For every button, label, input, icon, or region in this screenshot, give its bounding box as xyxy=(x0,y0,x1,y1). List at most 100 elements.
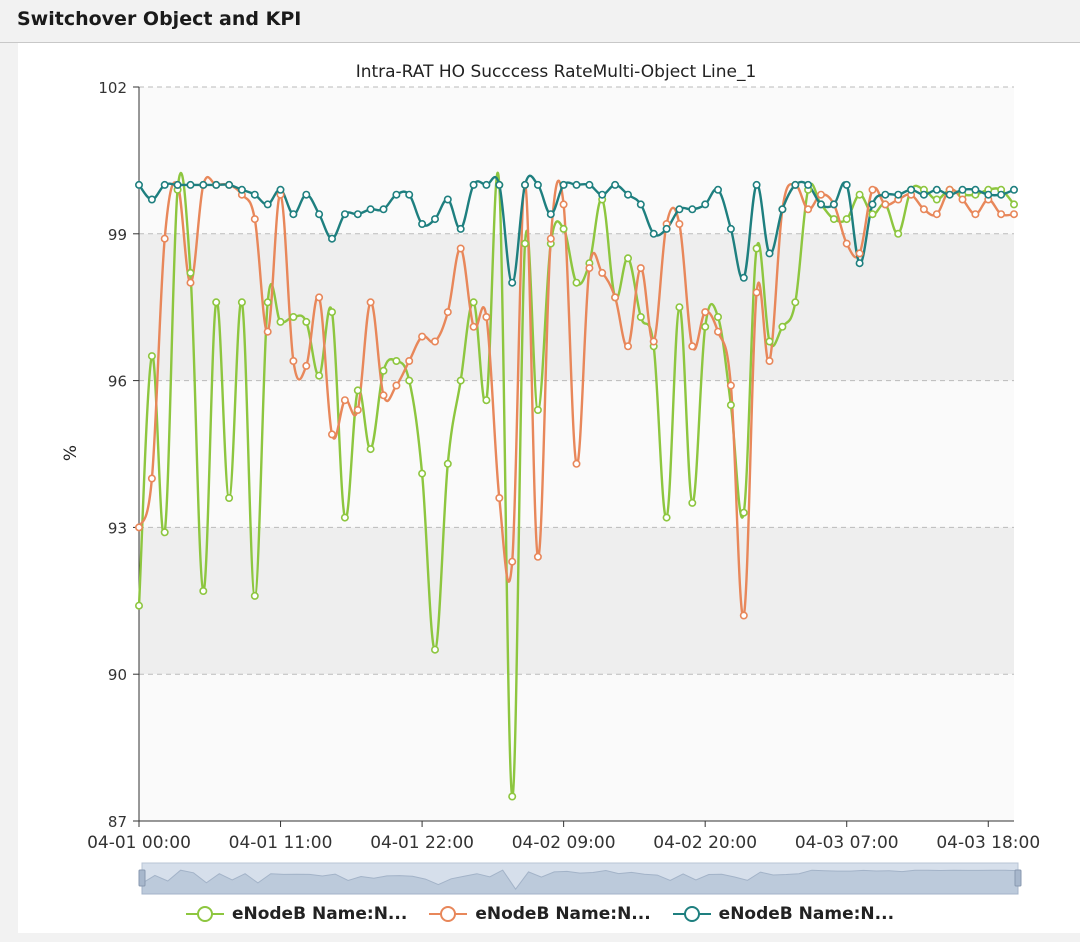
data-point[interactable] xyxy=(405,356,414,365)
data-point[interactable] xyxy=(752,288,761,297)
data-point[interactable] xyxy=(894,190,903,199)
data-point[interactable] xyxy=(675,220,684,229)
data-point[interactable] xyxy=(1009,185,1018,194)
data-point[interactable] xyxy=(533,405,542,414)
data-point[interactable] xyxy=(649,337,658,346)
data-point[interactable] xyxy=(160,234,169,243)
data-point[interactable] xyxy=(907,185,916,194)
data-point[interactable] xyxy=(405,190,414,199)
data-point[interactable] xyxy=(327,430,336,439)
data-point[interactable] xyxy=(482,396,491,405)
data-point[interactable] xyxy=(765,337,774,346)
data-point[interactable] xyxy=(971,210,980,219)
data-point[interactable] xyxy=(816,200,825,209)
data-point[interactable] xyxy=(932,210,941,219)
data-point[interactable] xyxy=(842,239,851,248)
data-point[interactable] xyxy=(778,322,787,331)
data-point[interactable] xyxy=(1009,210,1018,219)
data-point[interactable] xyxy=(173,180,182,189)
data-point[interactable] xyxy=(366,205,375,214)
data-point[interactable] xyxy=(147,352,156,361)
data-point[interactable] xyxy=(623,342,632,351)
data-point[interactable] xyxy=(675,303,684,312)
data-point[interactable] xyxy=(778,205,787,214)
data-point[interactable] xyxy=(585,264,594,273)
data-point[interactable] xyxy=(135,601,144,610)
data-point[interactable] xyxy=(585,180,594,189)
data-point[interactable] xyxy=(250,190,259,199)
data-point[interactable] xyxy=(971,185,980,194)
data-point[interactable] xyxy=(276,317,285,326)
data-point[interactable] xyxy=(508,278,517,287)
data-point[interactable] xyxy=(353,386,362,395)
data-point[interactable] xyxy=(469,298,478,307)
data-point[interactable] xyxy=(791,180,800,189)
data-point[interactable] xyxy=(752,180,761,189)
data-point[interactable] xyxy=(315,371,324,380)
data-point[interactable] xyxy=(611,293,620,302)
data-point[interactable] xyxy=(418,220,427,229)
data-point[interactable] xyxy=(379,366,388,375)
data-point[interactable] xyxy=(250,215,259,224)
data-point[interactable] xyxy=(919,205,928,214)
data-point[interactable] xyxy=(250,591,259,600)
data-point[interactable] xyxy=(508,792,517,801)
data-point[interactable] xyxy=(546,210,555,219)
data-point[interactable] xyxy=(469,322,478,331)
data-point[interactable] xyxy=(623,190,632,199)
data-point[interactable] xyxy=(713,185,722,194)
data-point[interactable] xyxy=(495,493,504,502)
data-point[interactable] xyxy=(997,210,1006,219)
data-point[interactable] xyxy=(212,298,221,307)
data-point[interactable] xyxy=(443,195,452,204)
data-point[interactable] xyxy=(482,180,491,189)
data-point[interactable] xyxy=(804,205,813,214)
data-point[interactable] xyxy=(186,278,195,287)
data-point[interactable] xyxy=(662,224,671,233)
data-point[interactable] xyxy=(726,401,735,410)
data-point[interactable] xyxy=(919,190,928,199)
zoom-handle-right[interactable] xyxy=(1014,869,1022,887)
data-point[interactable] xyxy=(276,185,285,194)
data-point[interactable] xyxy=(726,224,735,233)
data-point[interactable] xyxy=(546,234,555,243)
data-point[interactable] xyxy=(315,293,324,302)
data-point[interactable] xyxy=(636,200,645,209)
data-point[interactable] xyxy=(495,180,504,189)
data-point[interactable] xyxy=(739,611,748,620)
legend-item-series-2[interactable]: eNodeB Name:N... xyxy=(429,900,651,928)
data-point[interactable] xyxy=(340,396,349,405)
data-point[interactable] xyxy=(289,356,298,365)
data-point[interactable] xyxy=(430,337,439,346)
data-point[interactable] xyxy=(302,361,311,370)
data-point[interactable] xyxy=(405,376,414,385)
data-point[interactable] xyxy=(379,205,388,214)
data-point[interactable] xyxy=(443,308,452,317)
data-point[interactable] xyxy=(1009,200,1018,209)
data-point[interactable] xyxy=(701,308,710,317)
data-point[interactable] xyxy=(533,180,542,189)
data-point[interactable] xyxy=(456,224,465,233)
data-point[interactable] xyxy=(366,298,375,307)
data-point[interactable] xyxy=(791,298,800,307)
data-point[interactable] xyxy=(675,205,684,214)
data-point[interactable] xyxy=(135,523,144,532)
data-point[interactable] xyxy=(418,469,427,478)
data-point[interactable] xyxy=(199,180,208,189)
data-point[interactable] xyxy=(945,190,954,199)
data-point[interactable] xyxy=(894,229,903,238)
data-point[interactable] xyxy=(482,312,491,321)
data-point[interactable] xyxy=(855,259,864,268)
data-point[interactable] xyxy=(353,210,362,219)
data-point[interactable] xyxy=(739,508,748,517)
data-point[interactable] xyxy=(302,317,311,326)
data-point[interactable] xyxy=(469,180,478,189)
data-point[interactable] xyxy=(302,190,311,199)
data-point[interactable] xyxy=(225,493,234,502)
data-point[interactable] xyxy=(701,200,710,209)
data-point[interactable] xyxy=(636,264,645,273)
data-point[interactable] xyxy=(598,190,607,199)
data-point[interactable] xyxy=(263,200,272,209)
data-point[interactable] xyxy=(135,180,144,189)
data-point[interactable] xyxy=(842,180,851,189)
